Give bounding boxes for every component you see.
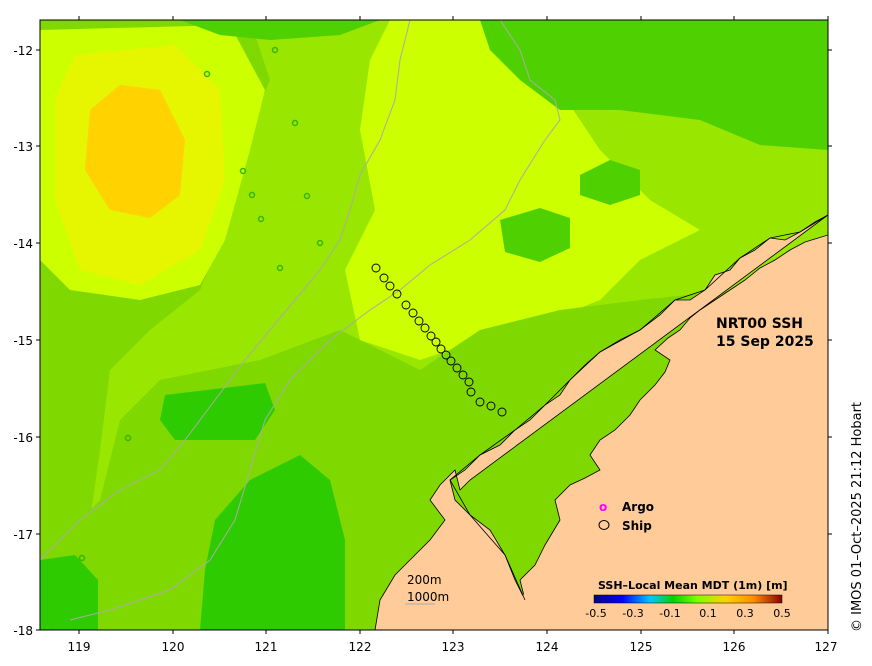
bathymetry-contour-200m — [40, 20, 411, 561]
latitude-axis-labels: -12 -13 -14 -15 -16 -17 -18 — [13, 44, 33, 638]
lat-tick-14: -14 — [13, 237, 33, 251]
colorbar-title: SSH–Local Mean MDT (1m) [m] — [598, 579, 788, 592]
colorbar-tick-3: -0.1 — [659, 607, 680, 620]
lon-tick-125: 125 — [630, 640, 653, 654]
colorbar-tick-1: -0.5 — [585, 607, 606, 620]
land-mainland — [400, 235, 828, 630]
axis-tick-marks — [36, 16, 832, 634]
ssh-contour-blob-1 — [580, 160, 640, 205]
bathymetry-contour-1000m — [69, 20, 561, 621]
argo-float-markers — [50, 46, 324, 630]
colorbar: SSH–Local Mean MDT (1m) [m] -0.5 -0.3 -0… — [585, 579, 790, 620]
imos-credit: © IMOS 01–Oct–2025 21:12 Hobart — [850, 402, 865, 632]
colorbar-ticks: -0.5 -0.3 -0.1 0.1 0.3 0.5 — [585, 607, 790, 620]
map-legend: o Argo Ship — [598, 500, 654, 533]
lon-tick-123: 123 — [442, 640, 465, 654]
ship-track — [371, 263, 507, 417]
map-frame-border — [39, 19, 829, 631]
argo-legend-label: Argo — [622, 500, 654, 514]
lat-tick-18: -18 — [13, 624, 33, 638]
lon-tick-124: 124 — [536, 640, 559, 654]
map-title-product: NRT00 SSH — [716, 316, 803, 332]
lon-tick-122: 122 — [349, 640, 372, 654]
colorbar-tick-4: 0.1 — [699, 607, 717, 620]
ssh-contour-deep-3 — [40, 555, 98, 630]
colorbar-tick-2: -0.3 — [622, 607, 643, 620]
contour-label-1000m: 1000m — [407, 590, 449, 604]
ssh-contour-deep-1 — [160, 383, 275, 440]
contour-label-200m: 200m — [407, 573, 442, 587]
colorbar-tick-5: 0.3 — [736, 607, 754, 620]
ship-legend-symbol — [598, 520, 610, 530]
map-title-date: 15 Sep 2025 — [716, 334, 814, 350]
lat-tick-16: -16 — [13, 431, 33, 445]
map-plot-area — [40, 20, 828, 630]
lat-tick-12: -12 — [13, 44, 33, 58]
ssh-contour-blob-2 — [500, 208, 570, 262]
ssh-contour-core — [85, 85, 185, 218]
lon-tick-127: 127 — [815, 640, 838, 654]
colorbar-tick-6: 0.5 — [773, 607, 791, 620]
colorbar-gradient — [593, 594, 783, 604]
ssh-contour-top-green — [180, 20, 380, 40]
lon-tick-120: 120 — [162, 640, 185, 654]
lon-tick-126: 126 — [723, 640, 746, 654]
lat-tick-17: -17 — [13, 528, 33, 542]
ssh-contour-deep-2 — [200, 455, 345, 630]
ssh-contour-central-light — [345, 20, 700, 360]
bathymetry-scale-legend: 200m 1000m — [405, 573, 449, 605]
ssh-contour-top-right-green — [480, 20, 828, 150]
lon-tick-121: 121 — [255, 640, 278, 654]
lon-tick-119: 119 — [68, 640, 91, 654]
longitude-axis-labels: 119 120 121 122 123 124 125 126 127 — [68, 640, 838, 654]
ship-legend-label: Ship — [622, 519, 652, 533]
argo-legend-symbol: o — [599, 500, 607, 514]
lat-tick-13: -13 — [13, 140, 33, 154]
lat-tick-15: -15 — [13, 334, 33, 348]
land-coastline-edge — [449, 214, 828, 601]
